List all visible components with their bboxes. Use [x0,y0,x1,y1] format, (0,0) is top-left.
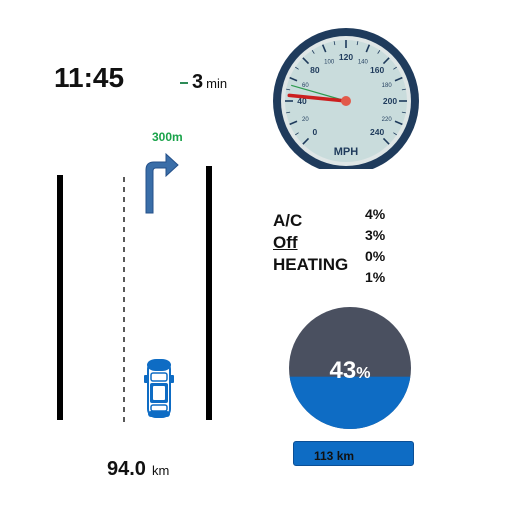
speedometer-tick-label: 40 [297,96,307,106]
speedometer-tick-label: 0 [313,127,318,137]
odometer-unit: km [151,463,170,478]
speedometer-tick [286,88,291,91]
speedometer-tick-label: 140 [358,59,369,65]
car-icon [144,359,174,418]
speedometer-tick-label: 160 [370,65,384,75]
speedometer-tick-label: 20 [302,117,309,123]
heating-label: HEATING [273,255,349,274]
climate-value: 3% [365,227,386,243]
speedometer-tick [401,111,406,114]
speedometer-tick [382,137,390,145]
right-turn-arrow-icon [145,152,179,214]
speedometer-tick [333,41,336,46]
odometer: 94.0 km [107,458,169,481]
speedometer-tick [295,66,299,70]
speedometer-tick [382,57,390,65]
ac-off-toggle[interactable]: Off [273,233,298,252]
ac-label: A/C [273,211,303,230]
speedometer-tick [311,50,315,54]
eta-dash-icon [180,81,188,84]
speedometer-tick-label: 100 [324,59,335,65]
speedometer-tick-label: 60 [302,83,309,89]
clock: 11:45 [54,62,125,93]
speedometer-tick [394,76,403,82]
speedometer-tick [302,137,310,145]
road-right-edge [206,166,212,420]
odometer-value: 94.0 [107,458,146,480]
speedometer-tick-label: 220 [382,117,393,123]
speedometer-tick-label: 80 [310,65,320,75]
speedometer-tick [377,50,381,54]
speedometer-tick [401,88,406,91]
eta-value: 3 [192,71,204,93]
speedometer-tick [289,76,298,82]
speedometer-tick [286,111,291,114]
speedometer-tick [365,44,371,53]
speedometer-tick [295,132,299,136]
range-display: 113 km [293,441,414,466]
speedometer-hub [341,96,351,106]
climate-value: 1% [365,269,386,285]
speedometer-tick [393,66,397,70]
speedometer-tick-label: 240 [370,127,384,137]
battery-fill [289,376,411,429]
speedometer-tick [356,41,359,46]
climate-value: 0% [365,248,386,264]
speedometer-tick [302,57,310,65]
road-left-edge [57,175,63,420]
speedometer-tick [394,120,403,126]
turn-distance: 300m [152,130,183,144]
climate-labels: A/C Off HEATING [273,210,348,276]
speedometer-tick [321,44,327,53]
speedometer-tick-label: 200 [383,96,397,106]
eta-unit: min [206,76,228,91]
speedometer-tick-label: 120 [339,52,353,62]
battery-gauge: 43% [289,307,411,429]
speedometer-tick [393,132,397,136]
climate-value: 4% [365,206,386,222]
speedometer-unit-label: MPH [334,146,359,158]
climate-values: 4% 3% 0% 1% [365,204,385,288]
speedometer-tick-label: 180 [382,83,393,89]
speedometer-tick [289,120,298,126]
battery-percent: 43% [330,357,371,384]
speedometer-needle [287,93,348,103]
eta-readout: 3 min [180,71,227,94]
